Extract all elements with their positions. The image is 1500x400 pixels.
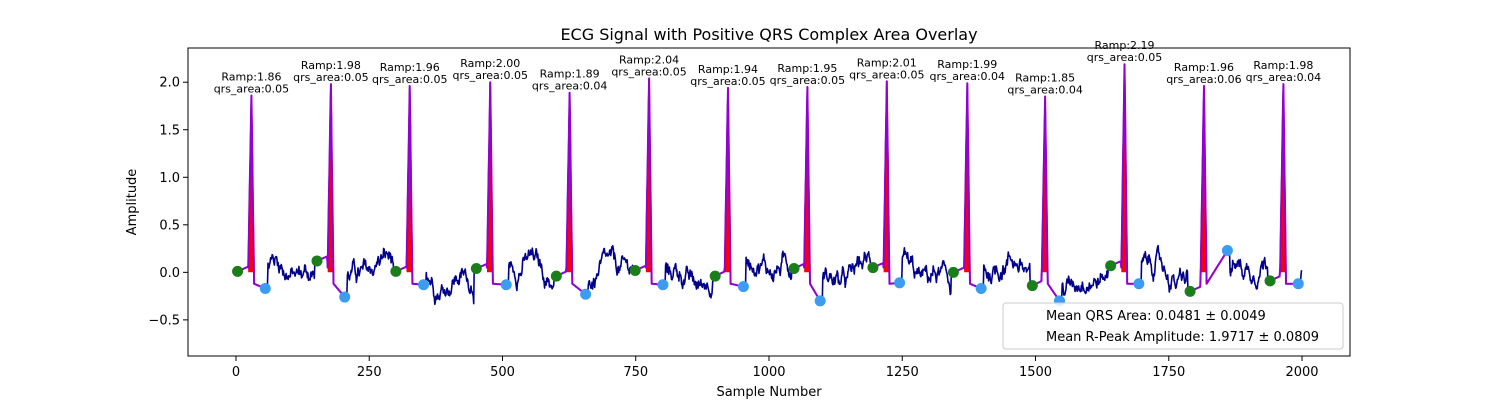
qrs-area-label: qrs_area:0.05 <box>770 74 845 87</box>
qrs-area-label: qrs_area:0.05 <box>452 69 527 82</box>
x-tick-label: 1250 <box>886 365 919 380</box>
qrs-onset-marker <box>470 263 482 275</box>
r-amplitude-label: Ramp:1.99 <box>937 58 997 71</box>
y-axis: −0.5 0.0 0.5 1.0 1.5 2.0 <box>148 76 188 328</box>
legend-box <box>1002 302 1344 350</box>
qrs-area-label: qrs_area:0.05 <box>849 68 924 81</box>
x-axis-label: Sample Number <box>716 385 822 400</box>
qrs-offset-marker <box>500 279 512 291</box>
r-amplitude-label: Ramp:2.00 <box>460 57 520 70</box>
qrs-segment-line <box>1189 85 1229 293</box>
qrs-onset-marker <box>1105 260 1117 272</box>
r-amplitude-label: Ramp:2.01 <box>857 56 917 69</box>
qrs-area-label: qrs_area:0.06 <box>1166 73 1241 86</box>
qrs-offset-marker <box>418 279 430 291</box>
qrs-area-label: qrs_area:0.05 <box>372 73 447 86</box>
qrs-area-label: qrs_area:0.04 <box>930 70 1005 83</box>
qrs-offset-marker <box>259 283 271 295</box>
r-amplitude-label: Ramp:2.19 <box>1095 39 1155 52</box>
x-tick-label: 1750 <box>1152 365 1185 380</box>
qrs-offset-marker <box>737 281 749 293</box>
x-tick-label: 0 <box>232 365 240 380</box>
r-amplitude-label: Ramp:1.98 <box>301 59 361 72</box>
qrs-area-label: qrs_area:0.04 <box>532 80 607 93</box>
r-amplitude-label: Ramp:1.94 <box>698 63 758 76</box>
y-tick-label: 1.5 <box>159 123 180 138</box>
qrs-offset-marker <box>580 288 592 300</box>
qrs-onset-marker <box>550 270 562 282</box>
qrs-offset-marker <box>814 295 826 307</box>
r-amplitude-label: Ramp:1.85 <box>1015 71 1075 84</box>
qrs-onset-marker <box>1026 280 1038 292</box>
x-tick-label: 750 <box>623 365 648 380</box>
x-tick-label: 1000 <box>752 365 785 380</box>
qrs-area-label: qrs_area:0.04 <box>1246 71 1321 84</box>
x-tick-label: 500 <box>490 365 515 380</box>
x-axis: 0 250 500 750 1000 1250 1500 1750 2000 <box>232 356 1319 380</box>
qrs-offset-marker <box>894 277 906 289</box>
legend-entry-mean-r-peak-amplitude: Mean R-Peak Amplitude: 1.9717 ± 0.0809 <box>1046 330 1319 345</box>
qrs-area-label: qrs_area:0.05 <box>690 75 765 88</box>
qrs-onset-marker <box>390 265 402 277</box>
qrs-offset-marker <box>1292 278 1304 290</box>
r-amplitude-label: Ramp:1.96 <box>1174 61 1234 74</box>
qrs-onset-marker <box>311 255 323 267</box>
x-tick-label: 250 <box>357 365 382 380</box>
qrs-onset-marker <box>1184 285 1196 297</box>
y-tick-label: 2.0 <box>159 76 180 91</box>
qrs-offset-marker <box>1221 244 1233 256</box>
x-tick-label: 1500 <box>1019 365 1052 380</box>
qrs-onset-marker <box>1264 275 1276 287</box>
annotation-layer: Ramp:1.86qrs_area:0.05Ramp:1.98qrs_area:… <box>214 39 1321 96</box>
y-axis-label: Amplitude <box>125 169 140 236</box>
qrs-onset-marker <box>788 263 800 275</box>
r-amplitude-label: Ramp:1.96 <box>380 61 440 74</box>
marker-layer <box>232 244 1304 307</box>
r-amplitude-label: Ramp:1.95 <box>777 62 837 75</box>
qrs-onset-marker <box>629 264 641 276</box>
y-tick-label: 0.5 <box>159 218 180 233</box>
qrs-area-label: qrs_area:0.05 <box>1087 51 1162 64</box>
qrs-area-label: qrs_area:0.05 <box>214 83 289 96</box>
qrs-offset-marker <box>339 291 351 303</box>
chart-title: ECG Signal with Positive QRS Complex Are… <box>560 25 977 44</box>
qrs-onset-marker <box>867 262 879 274</box>
x-tick-label: 2000 <box>1285 365 1318 380</box>
qrs-offset-marker <box>975 283 987 295</box>
y-tick-label: 1.0 <box>159 171 180 186</box>
r-amplitude-label: Ramp:1.89 <box>540 68 600 81</box>
r-amplitude-label: Ramp:1.86 <box>221 71 281 84</box>
qrs-onset-marker <box>232 265 244 277</box>
qrs-area-label: qrs_area:0.05 <box>611 65 686 78</box>
legend-entry-mean-qrs-area: Mean QRS Area: 0.0481 ± 0.0049 <box>1046 309 1266 324</box>
qrs-onset-marker <box>709 270 721 282</box>
y-tick-label: −0.5 <box>148 313 180 328</box>
legend: Mean QRS Area: 0.0481 ± 0.0049 Mean R-Pe… <box>1002 302 1344 350</box>
r-amplitude-label: Ramp:2.04 <box>619 53 679 66</box>
qrs-area-label: qrs_area:0.05 <box>293 71 368 84</box>
qrs-offset-marker <box>657 279 669 291</box>
r-amplitude-label: Ramp:1.98 <box>1253 59 1313 72</box>
qrs-offset-marker <box>1133 278 1145 290</box>
qrs-area-label: qrs_area:0.04 <box>1007 83 1082 96</box>
y-tick-label: 0.0 <box>159 266 180 281</box>
qrs-onset-marker <box>947 266 959 278</box>
